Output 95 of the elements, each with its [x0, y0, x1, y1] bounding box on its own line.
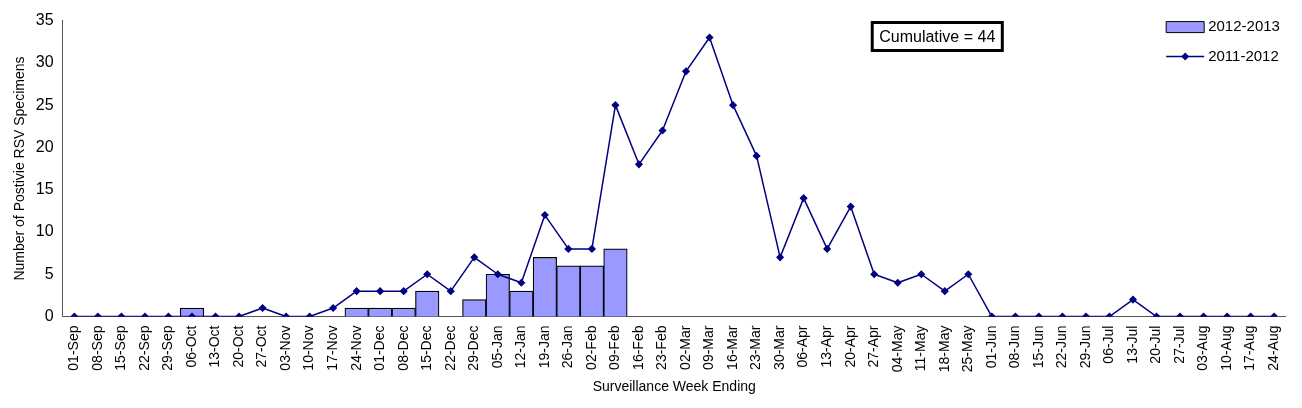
x-tick-label: 29-Dec: [465, 325, 482, 371]
x-tick-label: 27-Jul: [1170, 325, 1187, 364]
point: [917, 270, 926, 278]
x-tick-label: 06-Jul: [1100, 325, 1117, 364]
point: [729, 101, 737, 109]
x-tick-label: 17-Nov: [324, 325, 340, 371]
y-tick-label: 30: [35, 53, 54, 71]
point: [893, 278, 902, 287]
y-tick-label: 0: [44, 306, 54, 324]
y-tick-label: 10: [35, 222, 54, 240]
point: [752, 152, 761, 160]
x-tick-label: 06-Oct: [182, 325, 199, 368]
x-tick-label: 24-Nov: [347, 325, 364, 371]
x-tick-label: 27-Oct: [253, 325, 270, 368]
y-tick-label: 15: [35, 180, 54, 198]
x-tick-label: 22-Dec: [441, 325, 458, 371]
point: [517, 278, 526, 287]
legend-label: 2011-2012: [1208, 46, 1279, 64]
x-tick-label: 08-Jun: [1006, 325, 1023, 369]
point: [658, 126, 667, 135]
x-tick-label: 04-May: [888, 325, 905, 373]
point: [258, 304, 267, 312]
y-tick-label: 5: [44, 264, 54, 282]
point: [846, 202, 855, 211]
point: [564, 245, 573, 253]
x-axis-title: Surveillance Week Ending: [592, 378, 756, 395]
x-tick-label: 13-Apr: [818, 325, 835, 368]
x-tick-label: 20-Apr: [841, 325, 858, 368]
x-tick-label: 16-Feb: [629, 325, 646, 370]
x-tick-label: 17-Aug: [1241, 325, 1258, 371]
x-tick-label: 01-Dec: [371, 325, 388, 371]
x-tick-label: 03-Aug: [1194, 325, 1211, 371]
point: [423, 270, 431, 278]
x-tick-label: 02-Mar: [676, 325, 693, 370]
point: [399, 287, 408, 295]
x-tick-label: 10-Aug: [1217, 325, 1234, 371]
x-tick-label: 30-Mar: [770, 325, 787, 370]
y-tick-label: 20: [35, 137, 54, 155]
x-tick-label: 01-Jun: [982, 325, 999, 369]
point: [823, 245, 831, 253]
x-tick-label: 18-May: [935, 325, 952, 373]
point: [611, 101, 620, 109]
x-tick-label: 13-Jul: [1123, 325, 1140, 364]
x-tick-label: 02-Feb: [582, 325, 599, 370]
x-tick-label: 08-Sep: [88, 325, 105, 371]
point: [964, 270, 973, 278]
x-tick-label: 12-Jan: [512, 325, 529, 369]
point: [541, 211, 549, 219]
point: [941, 287, 949, 295]
point: [352, 287, 361, 295]
x-tick-label: 20-Jul: [1147, 325, 1164, 364]
x-tick-label: 29-Jun: [1076, 325, 1093, 369]
x-tick-label: 08-Dec: [394, 325, 411, 371]
x-tick-label: 16-Mar: [723, 325, 740, 370]
x-tick-label: 03-Nov: [276, 325, 293, 371]
y-axis-title: Number of Postivie RSV Specimens: [11, 56, 28, 281]
x-tick-label: 13-Oct: [206, 325, 223, 368]
point: [799, 194, 808, 202]
x-tick-label: 27-Apr: [865, 325, 882, 368]
point: [376, 287, 384, 295]
x-tick-label: 26-Jan: [559, 325, 576, 369]
point: [470, 253, 479, 262]
x-tick-label: 15-Sep: [112, 325, 129, 371]
point: [588, 245, 596, 253]
x-tick-label: 25-May: [959, 325, 976, 373]
y-tick-label: 35: [35, 11, 54, 29]
x-tick-label: 15-Jun: [1029, 325, 1046, 369]
point: [776, 253, 784, 262]
legend-label: 2012-2013: [1208, 16, 1280, 34]
x-tick-label: 20-Oct: [229, 325, 246, 368]
y-tick-label: 25: [35, 95, 54, 113]
point: [447, 287, 455, 295]
x-tick-label: 09-Mar: [700, 325, 717, 370]
point: [1129, 295, 1137, 304]
annotation: Cumulative = 44: [879, 28, 996, 46]
point: [705, 33, 714, 42]
point: [494, 270, 502, 278]
x-tick-label: 22-Sep: [135, 325, 152, 371]
x-tick-label: 29-Sep: [159, 325, 176, 371]
x-tick-label: 09-Feb: [606, 325, 623, 370]
x-tick-label: 06-Apr: [794, 325, 811, 368]
x-tick-label: 01-Sep: [65, 325, 82, 371]
point: [682, 67, 690, 76]
x-tick-label: 23-Mar: [747, 325, 764, 370]
point: [870, 270, 878, 278]
x-tick-label: 05-Jan: [488, 325, 505, 369]
x-tick-label: 22-Jun: [1053, 325, 1070, 369]
x-tick-label: 15-Dec: [418, 325, 435, 371]
point: [635, 160, 643, 169]
x-tick-label: 10-Nov: [300, 325, 317, 371]
x-tick-label: 11-May: [912, 325, 929, 372]
x-tick-label: 19-Jan: [535, 325, 552, 369]
x-tick-label: 24-Aug: [1265, 325, 1281, 371]
x-tick-label: 23-Feb: [653, 325, 670, 370]
point: [329, 304, 337, 312]
